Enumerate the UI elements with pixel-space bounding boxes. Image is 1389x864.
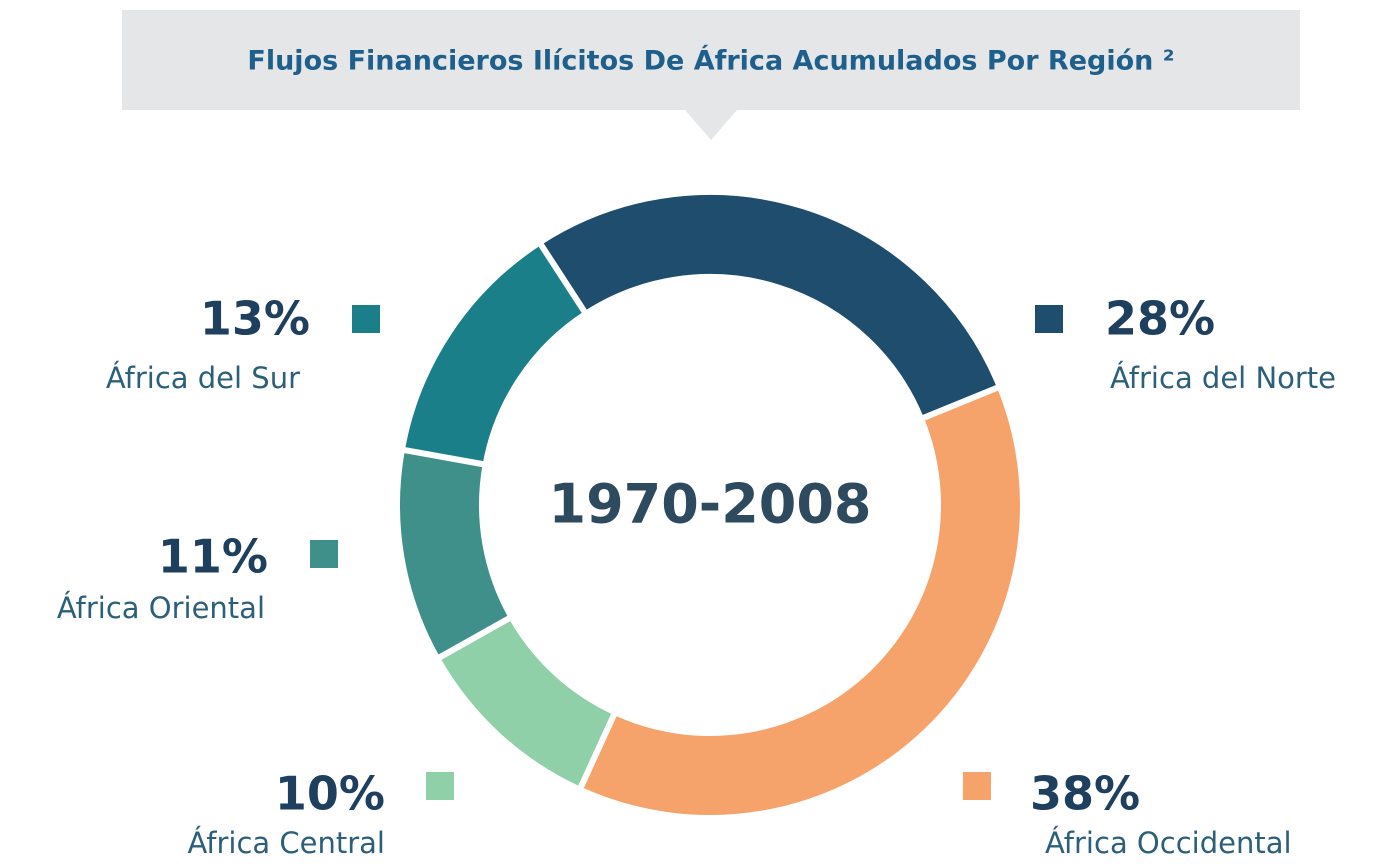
title-box [122,10,1300,110]
category-label: África del Sur [106,361,300,395]
category-label: África Occidental [1045,826,1292,860]
category-label: África Central [187,826,385,860]
value-label: 11% [158,530,268,584]
value-label: 38% [1030,767,1140,821]
donut-segment [575,382,1026,821]
value-label: 13% [200,292,310,346]
title-pointer [685,110,737,140]
donut-segment [535,189,1004,423]
donut-segment [398,238,590,469]
center-label: 1970-2008 [549,473,872,536]
legend-swatch [1035,305,1063,333]
category-label: África Oriental [57,591,265,625]
value-label: 28% [1105,292,1215,346]
value-label: 10% [275,767,385,821]
legend-swatch [310,540,338,568]
donut-segment [394,446,516,663]
category-label: África del Norte [1110,361,1336,395]
legend-swatch [963,772,991,800]
legend-swatch [352,305,380,333]
chart-title: Flujos Financieros Ilícitos De África Ac… [247,45,1174,77]
legend-swatch [426,772,454,800]
